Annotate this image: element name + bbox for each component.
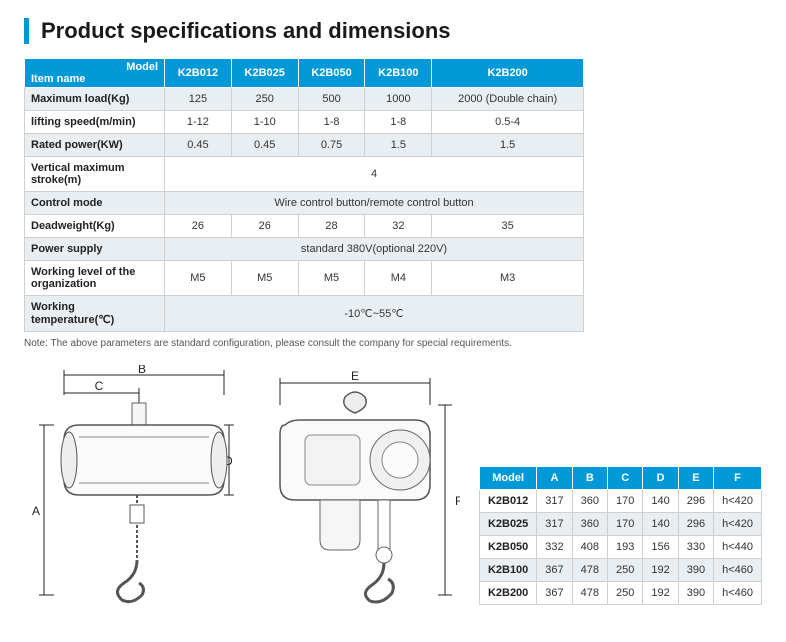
dim-cell: h<440 (714, 536, 762, 559)
spec-cell: 0.75 (298, 134, 365, 157)
corner-top: Model (31, 61, 158, 73)
spec-cell: 0.45 (165, 134, 232, 157)
corner-header: Model Item name (25, 59, 165, 88)
model-header: K2B012 (165, 59, 232, 88)
dim-header: E (678, 467, 713, 490)
spec-cell: 125 (165, 88, 232, 111)
row-label: Working level of the organization (25, 261, 165, 296)
dim-cell: 170 (608, 513, 643, 536)
dim-cell: h<420 (714, 490, 762, 513)
spec-cell: 32 (365, 215, 432, 238)
spec-cell: M5 (231, 261, 298, 296)
row-label: Power supply (25, 238, 165, 261)
spec-cell: 26 (165, 215, 232, 238)
dimension-diagram-side: B C A D (24, 365, 234, 605)
row-label: Working temperature(℃) (25, 296, 165, 332)
spanned-cell: Wire control button/remote control butto… (165, 192, 584, 215)
dim-cell: 317 (537, 490, 572, 513)
spec-cell: 0.45 (231, 134, 298, 157)
spec-note: Note: The above parameters are standard … (24, 338, 762, 349)
row-label: Vertical maximum stroke(m) (25, 157, 165, 192)
dim-cell: 367 (537, 582, 572, 605)
dim-cell: 478 (572, 582, 607, 605)
dim-model-cell: K2B100 (479, 559, 536, 582)
spanned-cell: 4 (165, 157, 584, 192)
dim-header: Model (479, 467, 536, 490)
dim-model-cell: K2B200 (479, 582, 536, 605)
spec-cell: M5 (165, 261, 232, 296)
dim-cell: 317 (537, 513, 572, 536)
dim-cell: 250 (608, 559, 643, 582)
svg-text:A: A (32, 504, 40, 518)
dim-cell: 140 (643, 490, 678, 513)
dim-cell: 296 (678, 513, 713, 536)
spec-cell: 1.5 (365, 134, 432, 157)
spec-cell: M5 (298, 261, 365, 296)
dim-model-cell: K2B012 (479, 490, 536, 513)
spec-table: Model Item name K2B012 K2B025 K2B050 K2B… (24, 58, 584, 332)
spec-cell: 500 (298, 88, 365, 111)
dim-cell: h<420 (714, 513, 762, 536)
dim-cell: 390 (678, 559, 713, 582)
spanned-cell: -10℃~55℃ (165, 296, 584, 332)
dim-header: A (537, 467, 572, 490)
dim-cell: 192 (643, 582, 678, 605)
model-header: K2B025 (231, 59, 298, 88)
dim-header: B (572, 467, 607, 490)
dim-header: D (643, 467, 678, 490)
row-label: Rated power(KW) (25, 134, 165, 157)
dim-cell: 170 (608, 490, 643, 513)
spec-cell: 35 (432, 215, 584, 238)
dim-cell: 360 (572, 513, 607, 536)
dim-cell: 478 (572, 559, 607, 582)
svg-text:B: B (138, 365, 146, 376)
dim-header: C (608, 467, 643, 490)
spec-cell: M4 (365, 261, 432, 296)
model-header: K2B050 (298, 59, 365, 88)
dim-cell: 296 (678, 490, 713, 513)
dim-cell: 193 (608, 536, 643, 559)
dim-cell: 330 (678, 536, 713, 559)
spec-cell: 0.5-4 (432, 111, 584, 134)
spec-cell: 1.5 (432, 134, 584, 157)
dim-cell: 332 (537, 536, 572, 559)
dim-model-cell: K2B050 (479, 536, 536, 559)
spec-cell: 28 (298, 215, 365, 238)
spec-cell: M3 (432, 261, 584, 296)
page-title: Product specifications and dimensions (24, 18, 762, 44)
dim-cell: h<460 (714, 582, 762, 605)
svg-text:C: C (95, 379, 104, 393)
dim-header: F (714, 467, 762, 490)
corner-bottom: Item name (31, 73, 158, 85)
spec-cell: 2000 (Double chain) (432, 88, 584, 111)
model-header: K2B100 (365, 59, 432, 88)
dimension-table: ModelABCDEF K2B012317360170140296h<420 K2… (479, 466, 762, 605)
dim-cell: h<460 (714, 559, 762, 582)
dim-cell: 390 (678, 582, 713, 605)
spec-cell: 250 (231, 88, 298, 111)
spec-cell: 1000 (365, 88, 432, 111)
dim-model-cell: K2B025 (479, 513, 536, 536)
row-label: Deadweight(Kg) (25, 215, 165, 238)
row-label: Control mode (25, 192, 165, 215)
dim-cell: 192 (643, 559, 678, 582)
spanned-cell: standard 380V(optional 220V) (165, 238, 584, 261)
spec-cell: 1-10 (231, 111, 298, 134)
dim-cell: 360 (572, 490, 607, 513)
model-header: K2B200 (432, 59, 584, 88)
dim-cell: 250 (608, 582, 643, 605)
row-label: Maximum load(Kg) (25, 88, 165, 111)
svg-text:E: E (351, 369, 359, 383)
svg-text:F: F (455, 494, 460, 508)
dim-cell: 140 (643, 513, 678, 536)
dim-cell: 367 (537, 559, 572, 582)
dimension-diagram-front: E F (250, 365, 460, 605)
dim-cell: 156 (643, 536, 678, 559)
spec-cell: 1-8 (365, 111, 432, 134)
spec-cell: 26 (231, 215, 298, 238)
spec-cell: 1-12 (165, 111, 232, 134)
dim-cell: 408 (572, 536, 607, 559)
row-label: lifting speed(m/min) (25, 111, 165, 134)
spec-cell: 1-8 (298, 111, 365, 134)
